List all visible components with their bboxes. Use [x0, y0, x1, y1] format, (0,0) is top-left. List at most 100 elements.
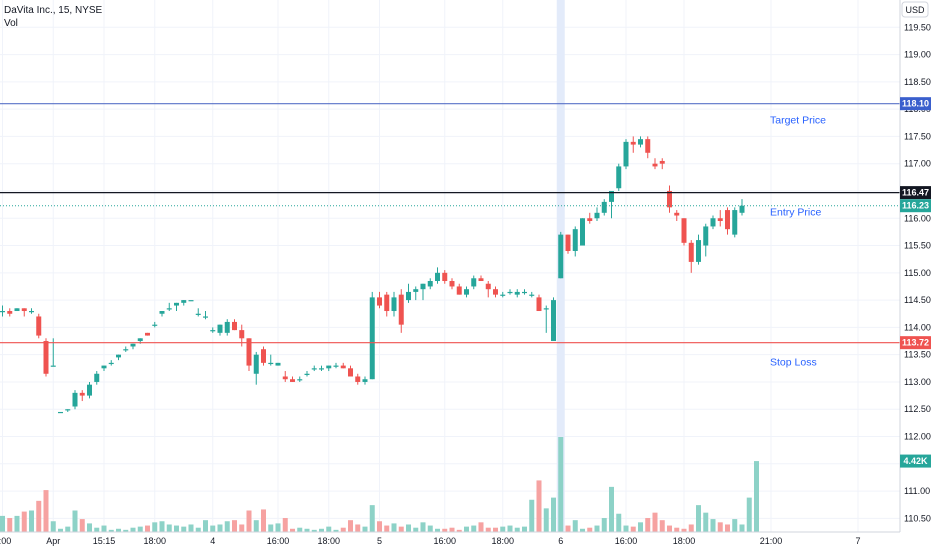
- price-tick-label: 112.00: [904, 432, 931, 442]
- volume-bar: [427, 525, 433, 532]
- candle-body: [630, 141, 636, 145]
- volume-bar: [478, 522, 484, 532]
- volume-bar: [130, 527, 136, 532]
- volume-bar: [50, 521, 56, 532]
- candle-body: [253, 354, 259, 374]
- volume-bar: [413, 527, 419, 532]
- volume-bar: [326, 526, 332, 532]
- chart-legend[interactable]: DaVita Inc., 15, NYSE Vol: [4, 4, 102, 30]
- candle-body: [391, 297, 397, 312]
- candle-body: [355, 376, 361, 382]
- candle-body: [326, 365, 332, 369]
- candle-body: [739, 205, 745, 213]
- candle-body: [406, 291, 411, 301]
- target-annotation[interactable]: Target Price: [770, 115, 826, 127]
- volume-bar: [667, 525, 672, 532]
- time-tick-label: 18:00: [317, 536, 340, 546]
- volume-bar: [398, 526, 404, 532]
- candle-body: [0, 311, 5, 313]
- time-tick-label: 21:00: [760, 536, 783, 546]
- candle-body: [384, 294, 390, 312]
- volume-bar: [79, 519, 85, 532]
- candle-body: [101, 365, 107, 369]
- currency-label: USD: [905, 5, 925, 15]
- volume-bar: [377, 521, 382, 532]
- candle-body: [348, 368, 353, 377]
- volume-bar: [406, 524, 411, 532]
- candle-body: [166, 308, 172, 310]
- volume-bar: [355, 524, 361, 532]
- candle-body: [261, 349, 266, 363]
- volume-bar: [391, 523, 397, 532]
- volume-bar: [224, 521, 230, 532]
- candle-body: [282, 376, 288, 380]
- candle-body: [645, 139, 651, 153]
- candle-body: [174, 302, 179, 306]
- candle-body: [717, 218, 723, 221]
- volume-indicator-label[interactable]: Vol: [4, 18, 18, 29]
- volume-bar: [195, 527, 201, 532]
- volume-bar: [304, 528, 310, 532]
- volume-bar: [732, 519, 738, 532]
- volume-bar: [340, 527, 346, 532]
- volume-bar: [696, 505, 701, 532]
- time-tick-label: 18:00: [491, 536, 514, 546]
- symbol-title[interactable]: DaVita Inc., 15, NYSE: [4, 5, 103, 16]
- price-tick-label: 114.00: [904, 322, 931, 332]
- candle-body: [427, 281, 433, 287]
- candle-body: [224, 321, 230, 333]
- volume-bar: [616, 513, 622, 532]
- candle-body: [188, 300, 194, 302]
- candle-body: [572, 229, 578, 251]
- candle-body: [551, 300, 556, 342]
- last-close-price-tag-label: 116.47: [902, 188, 929, 198]
- volume-bar: [174, 525, 179, 532]
- volume-bar: [652, 512, 658, 532]
- volume-bar: [449, 527, 455, 532]
- volume-bar: [319, 528, 324, 532]
- volume-bar: [485, 527, 491, 532]
- candle-body: [203, 316, 208, 318]
- volume-bar: [587, 527, 593, 532]
- volume-bar: [558, 437, 564, 532]
- stop-price-tag: [900, 336, 931, 350]
- time-axis[interactable]: 8:00 Apr 15:15 18:00 4 16:00 18:00 5 16:00 18:00 6…: [0, 531, 900, 546]
- volume-bar: [21, 511, 27, 532]
- candle-body: [14, 308, 20, 312]
- price-tick-label: 119.50: [904, 22, 931, 32]
- time-tick-label: 18:00: [673, 536, 696, 546]
- price-axis[interactable]: 119.50119.00118.50118.00117.50117.00116.…: [899, 0, 932, 532]
- price-levels[interactable]: Target Price Entry Price Stop Loss: [0, 103, 900, 369]
- volume-bar: [464, 526, 469, 532]
- currency-badge[interactable]: [901, 1, 929, 18]
- candle-body: [181, 300, 187, 303]
- volume-bar: [145, 525, 150, 532]
- candle-body: [195, 313, 201, 315]
- volume-bar: [725, 524, 730, 532]
- candle-body: [485, 283, 491, 290]
- candle-body: [543, 308, 549, 310]
- candle-body: [145, 332, 150, 336]
- volume-bar: [565, 525, 571, 532]
- volume-bar: [754, 461, 759, 532]
- candle-body: [659, 160, 665, 164]
- volume-bar: [116, 528, 121, 532]
- volume-bar: [594, 525, 600, 532]
- candle-body: [623, 141, 629, 167]
- candle-body: [268, 362, 274, 365]
- volume-bar: [717, 522, 723, 532]
- candle-body: [674, 212, 680, 216]
- volume-bar: [688, 524, 694, 532]
- volume-bar: [246, 510, 252, 532]
- stop-price-tag-label: 113.72: [902, 338, 929, 348]
- entry-annotation[interactable]: Entry Price: [770, 207, 822, 219]
- volume-bar: [137, 526, 143, 532]
- candle-body: [500, 294, 506, 296]
- price-tick-label: 118.50: [904, 77, 931, 87]
- volume-bar: [94, 527, 100, 532]
- volume-bar: [362, 526, 368, 532]
- stop-annotation[interactable]: Stop Loss: [770, 357, 817, 369]
- volume-bar: [65, 526, 71, 532]
- volume-bar: [543, 508, 549, 532]
